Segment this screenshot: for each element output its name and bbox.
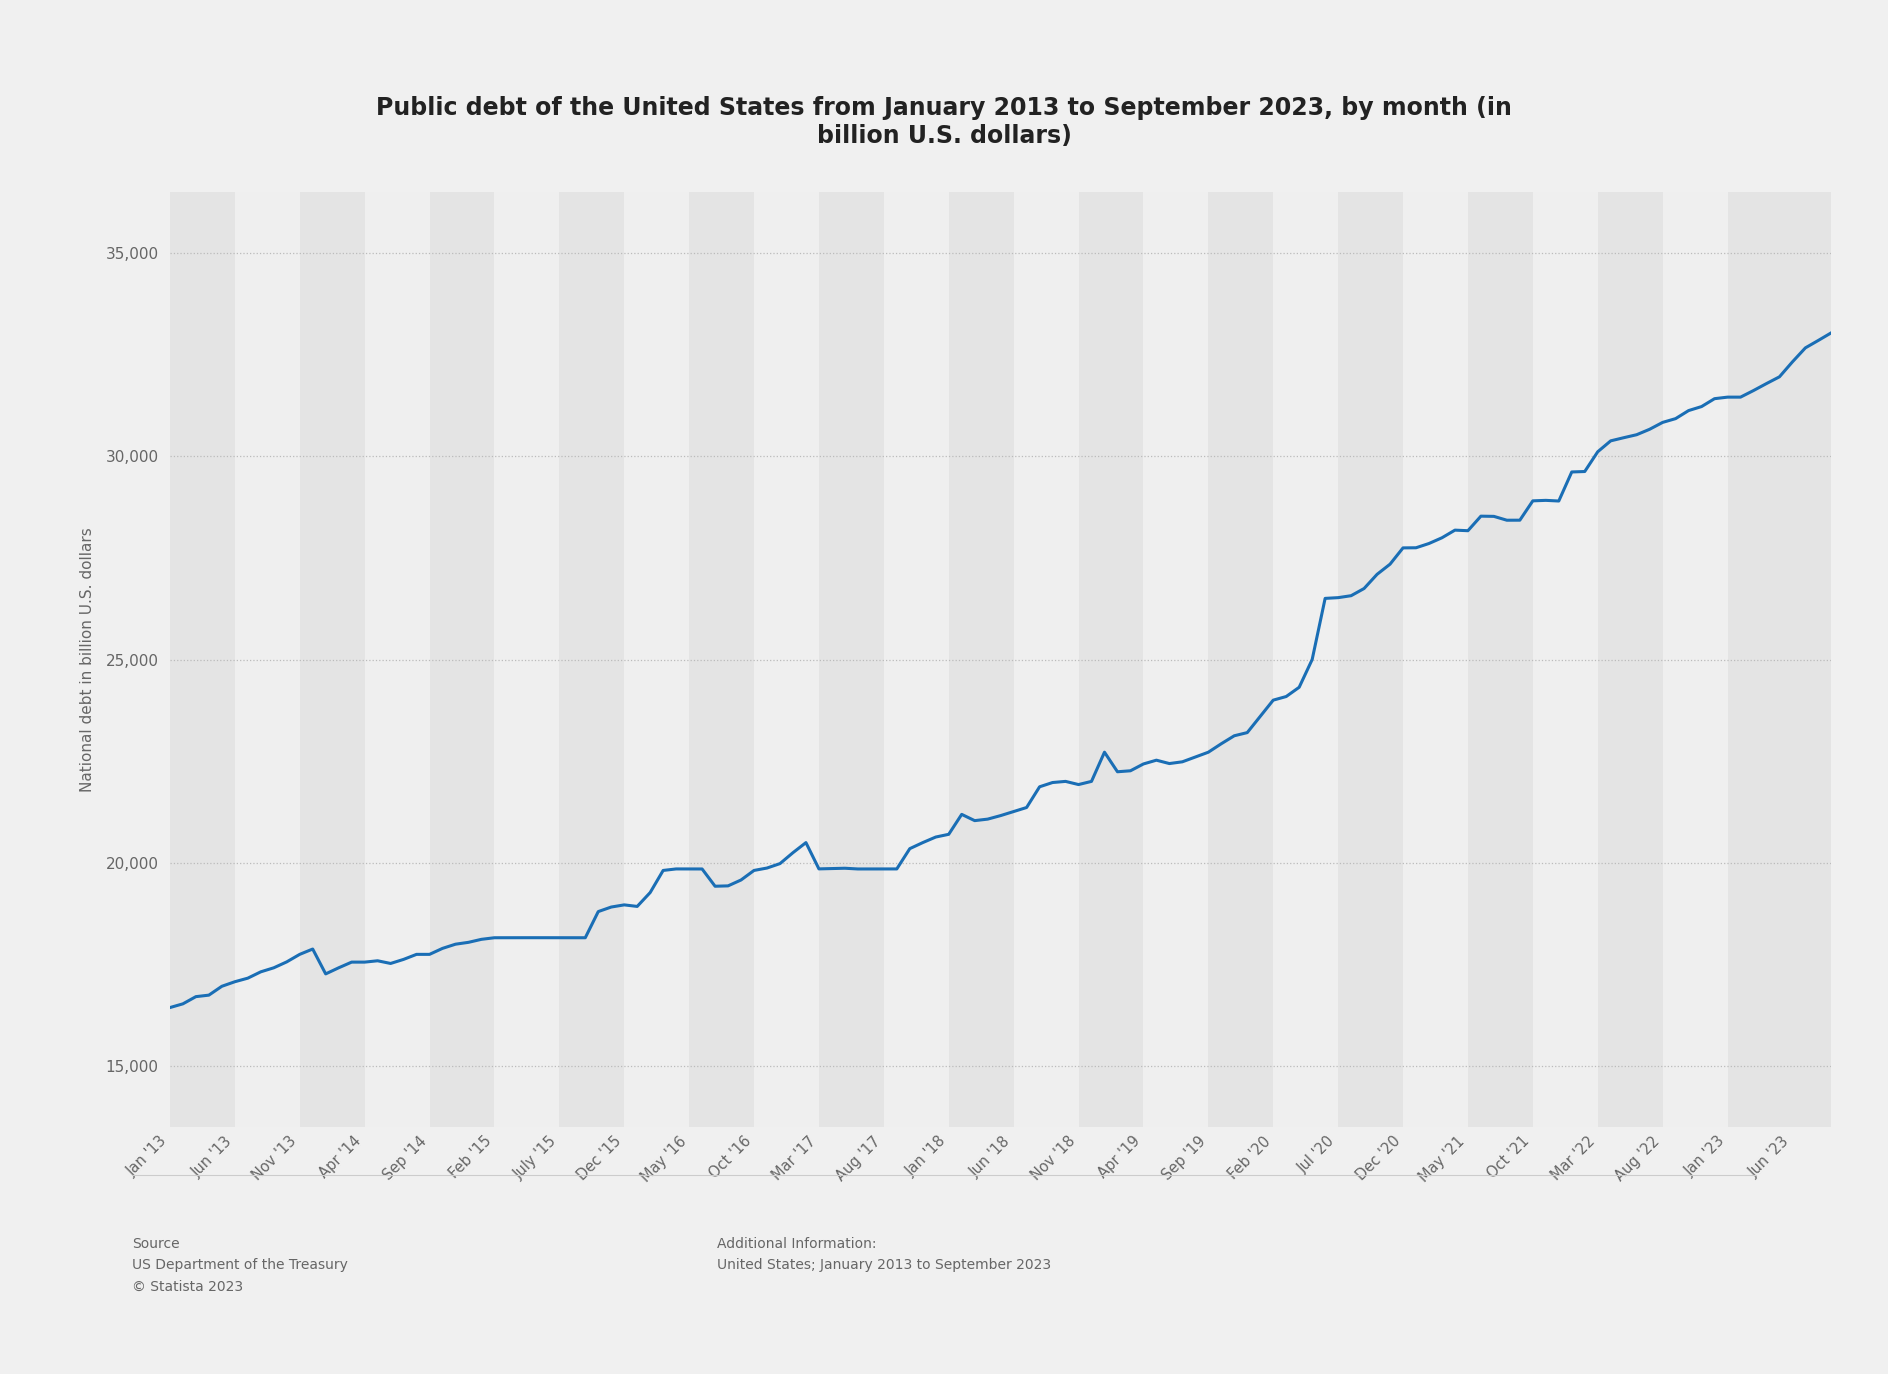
- Bar: [753, 192, 819, 1127]
- Bar: [625, 192, 689, 1127]
- Bar: [1014, 192, 1078, 1127]
- Bar: [819, 192, 884, 1127]
- Bar: [884, 192, 948, 1127]
- Bar: [1728, 192, 1792, 1127]
- Text: Additional Information:
United States; January 2013 to September 2023: Additional Information: United States; J…: [717, 1237, 1052, 1272]
- Bar: [948, 192, 1014, 1127]
- Bar: [1208, 192, 1273, 1127]
- Bar: [1663, 192, 1728, 1127]
- Bar: [1469, 192, 1533, 1127]
- Bar: [1792, 192, 1831, 1127]
- Bar: [559, 192, 625, 1127]
- Bar: [1403, 192, 1469, 1127]
- Bar: [364, 192, 429, 1127]
- Bar: [300, 192, 364, 1127]
- Bar: [1533, 192, 1597, 1127]
- Text: Public debt of the United States from January 2013 to September 2023, by month (: Public debt of the United States from Ja…: [376, 96, 1512, 148]
- Bar: [429, 192, 495, 1127]
- Y-axis label: National debt in billion U.S. dollars: National debt in billion U.S. dollars: [79, 528, 94, 791]
- Text: Source
US Department of the Treasury
© Statista 2023: Source US Department of the Treasury © S…: [132, 1237, 347, 1294]
- Bar: [1273, 192, 1339, 1127]
- Bar: [495, 192, 559, 1127]
- Bar: [1597, 192, 1663, 1127]
- Bar: [170, 192, 234, 1127]
- Bar: [234, 192, 300, 1127]
- Bar: [1144, 192, 1208, 1127]
- Bar: [1078, 192, 1144, 1127]
- Bar: [1339, 192, 1403, 1127]
- Bar: [689, 192, 753, 1127]
